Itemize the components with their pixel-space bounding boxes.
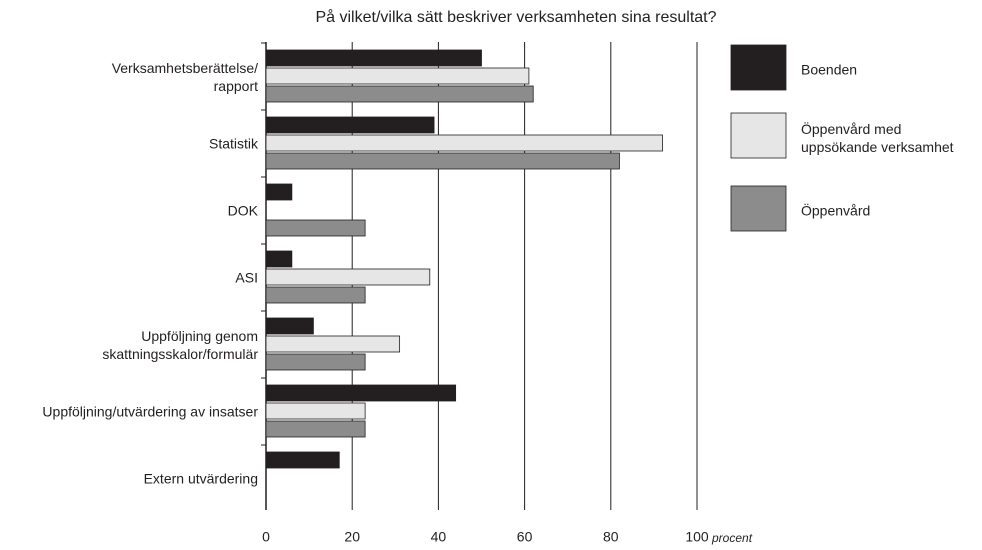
y-tick-label: Statistik xyxy=(209,136,259,152)
x-tick-label: 20 xyxy=(344,529,360,545)
bar xyxy=(265,152,620,170)
bar xyxy=(265,317,314,335)
x-tick-label: 40 xyxy=(431,529,447,545)
x-tick-label: 60 xyxy=(517,529,533,545)
legend-swatch xyxy=(730,44,787,91)
bar xyxy=(265,116,435,134)
bar xyxy=(265,268,431,286)
chart-title: På vilket/vilka sätt beskriver verksamhe… xyxy=(315,8,716,26)
legend-swatch xyxy=(730,112,787,159)
x-axis-label: procent xyxy=(711,531,753,545)
bar xyxy=(265,420,366,438)
bar xyxy=(265,286,366,304)
y-tick-label: Uppföljning genom skattningsskalor/formul… xyxy=(102,328,258,362)
legend-label: Boenden xyxy=(801,62,857,78)
y-tick-label: Extern utvärdering xyxy=(144,471,258,487)
bar xyxy=(265,183,293,201)
bar xyxy=(265,49,482,67)
legend-swatch xyxy=(730,185,787,232)
x-tick-label: 80 xyxy=(603,529,619,545)
y-tick-label: DOK xyxy=(228,203,259,219)
y-tick-label: Verksamhetsberättelse/rapport xyxy=(112,60,258,94)
bar xyxy=(265,219,366,237)
bar xyxy=(265,250,293,268)
legend-label: Öppenvård med uppsökande verksamhet xyxy=(801,120,954,155)
bar xyxy=(265,335,401,353)
x-tick-label: 100 xyxy=(685,529,709,545)
bar xyxy=(265,134,663,152)
bar xyxy=(265,451,340,469)
legend-label: Öppenvård xyxy=(801,202,870,219)
y-tick-label: Uppföljning/utvärdering av insatser xyxy=(42,404,258,420)
bar xyxy=(265,67,530,85)
bar xyxy=(265,402,366,420)
bar xyxy=(265,353,366,371)
x-tick-label: 0 xyxy=(262,529,270,545)
bar xyxy=(265,384,457,402)
bar xyxy=(265,85,534,103)
y-tick-label: ASI xyxy=(235,270,258,286)
